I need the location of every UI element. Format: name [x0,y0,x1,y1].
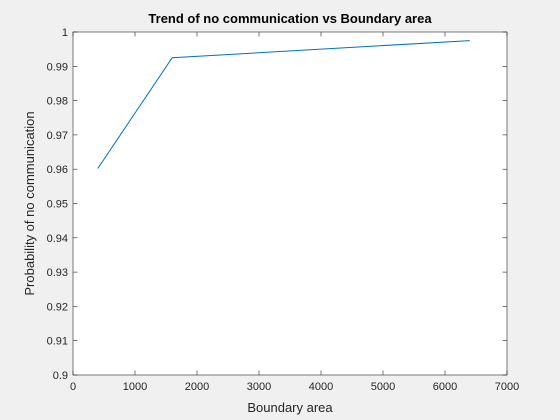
y-tick-label-6: 0.96 [47,164,68,176]
x-tick-label-4: 4000 [309,381,333,393]
x-tick-label-1: 1000 [123,381,147,393]
y-tick-label-10: 1 [62,27,68,39]
y-axis-label: Probability of no communication [22,111,37,295]
x-tick-label-6: 6000 [433,381,457,393]
x-tick-label-3: 3000 [247,381,271,393]
y-tick-label-2: 0.92 [47,301,68,313]
y-tick-label-4: 0.94 [47,233,68,245]
y-tick-label-8: 0.98 [47,96,68,108]
x-tick-label-0: 0 [70,381,76,393]
y-tick-label-7: 0.97 [47,130,68,142]
x-tick-label-2: 2000 [185,381,209,393]
y-tick-label-1: 0.91 [47,336,68,348]
axes-background [73,32,507,375]
y-tick-label-3: 0.93 [47,267,68,279]
x-axis-label: Boundary area [247,400,333,415]
y-tick-label-9: 0.99 [47,61,68,73]
x-tick-label-5: 5000 [371,381,395,393]
x-tick-label-7: 7000 [495,381,519,393]
y-tick-label-5: 0.95 [47,199,68,211]
y-tick-label-0: 0.9 [53,370,68,382]
chart-title: Trend of no communication vs Boundary ar… [148,11,432,26]
